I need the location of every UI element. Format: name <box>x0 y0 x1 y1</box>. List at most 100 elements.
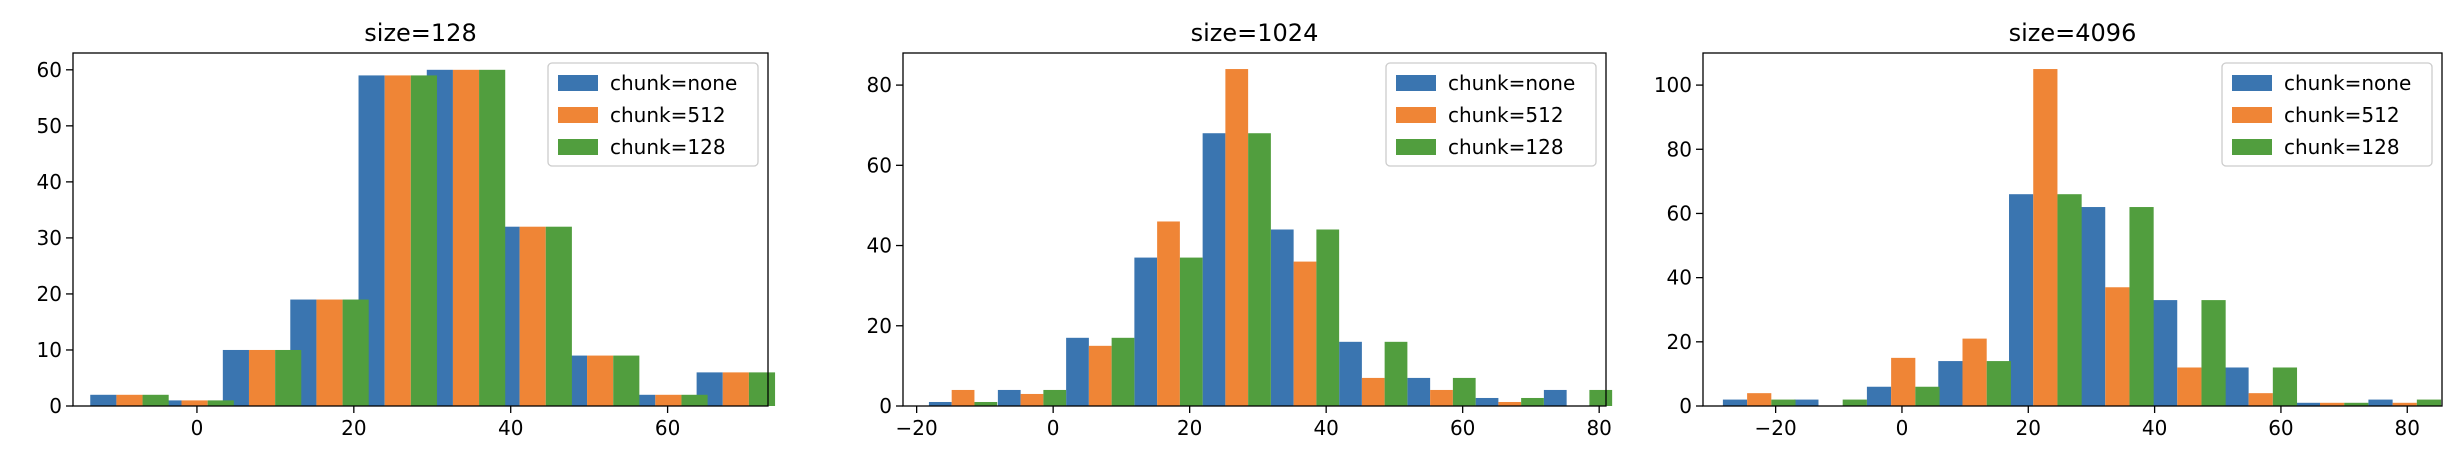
bar <box>1179 257 1203 406</box>
legend-label: chunk=none <box>1448 71 1575 95</box>
bar <box>519 226 546 406</box>
bar <box>655 394 682 406</box>
bar <box>2368 399 2393 406</box>
bar <box>2105 287 2130 406</box>
bar <box>116 394 143 406</box>
x-tick-label: 0 <box>191 416 204 440</box>
bar <box>384 75 411 407</box>
chart-title: size=128 <box>364 19 476 47</box>
y-tick-label: 0 <box>1679 394 1692 418</box>
bar <box>951 389 975 406</box>
y-tick-label: 10 <box>37 338 62 362</box>
bar <box>142 394 169 406</box>
y-tick-label: 20 <box>867 314 892 338</box>
bar <box>1452 377 1476 406</box>
bar <box>545 226 572 406</box>
bar <box>1384 341 1408 406</box>
bar <box>2248 393 2273 406</box>
legend-label: chunk=none <box>610 71 737 95</box>
legend-swatch <box>558 139 598 155</box>
x-tick-label: −20 <box>896 416 938 440</box>
bar <box>1915 386 1940 406</box>
y-tick-label: 0 <box>49 394 62 418</box>
bar <box>1202 133 1226 406</box>
bar <box>629 394 656 406</box>
bar <box>1111 337 1135 406</box>
x-tick-label: 60 <box>2268 416 2293 440</box>
bar <box>1938 361 1963 406</box>
bar <box>248 349 276 406</box>
bar <box>1521 397 1544 406</box>
y-tick-label: 20 <box>1667 330 1692 354</box>
bar <box>1043 389 1067 406</box>
bar <box>1589 389 1613 406</box>
bar <box>2224 367 2249 406</box>
x-tick-label: 20 <box>1177 416 1202 440</box>
bar <box>1962 338 1987 406</box>
bar <box>2319 402 2345 406</box>
y-tick-label: 30 <box>37 226 62 250</box>
bar <box>1842 399 1867 406</box>
legend: chunk=none chunk=512 chunk=128 <box>547 62 759 167</box>
legend-swatch <box>558 75 598 91</box>
x-tick-label: 40 <box>2142 416 2167 440</box>
x-tick-label: 40 <box>1313 416 1338 440</box>
y-tick-label: 0 <box>879 394 892 418</box>
axes-frame <box>902 52 1607 407</box>
x-tick-label: 20 <box>2016 416 2041 440</box>
chart-title: size=1024 <box>1191 19 1319 47</box>
bar <box>2153 300 2178 406</box>
legend: chunk=none chunk=512 chunk=128 <box>1385 62 1597 167</box>
bar <box>1475 397 1499 406</box>
legend-box <box>547 62 759 167</box>
bar <box>1270 229 1294 406</box>
bar <box>410 75 437 407</box>
bar <box>997 389 1021 406</box>
bar <box>1771 399 1796 406</box>
bar <box>2009 194 2034 406</box>
x-tick-label: 80 <box>2395 416 2420 440</box>
y-tick-label: 100 <box>1654 73 1692 97</box>
x-tick-label: 0 <box>1047 416 1060 440</box>
bar <box>2129 207 2154 406</box>
bar <box>974 401 998 406</box>
y-tick-label: 60 <box>37 58 62 82</box>
bar <box>1722 399 1748 406</box>
bar <box>1866 386 1892 406</box>
legend-box <box>1385 62 1597 167</box>
bar <box>1066 337 1089 406</box>
bar <box>1293 261 1317 406</box>
bar <box>681 394 708 406</box>
bar <box>2416 399 2442 406</box>
bar <box>1747 393 1772 406</box>
y-tick-label: 50 <box>37 114 62 138</box>
legend: chunk=none chunk=512 chunk=128 <box>2221 62 2433 167</box>
bar <box>1794 399 1819 406</box>
legend-swatch <box>2232 139 2272 155</box>
y-tick-label: 60 <box>867 153 892 177</box>
bar <box>452 69 480 407</box>
bar <box>1316 229 1340 406</box>
bar <box>748 372 776 406</box>
bar <box>1361 377 1385 406</box>
axes-frame <box>72 52 769 407</box>
legend-label: chunk=128 <box>2284 135 2400 159</box>
bar <box>1498 401 1522 406</box>
bar <box>1986 361 2011 406</box>
x-tick-label: −20 <box>1755 416 1797 440</box>
x-tick-label: 60 <box>1450 416 1475 440</box>
axes-frame <box>1702 52 2443 407</box>
x-tick-label: 40 <box>498 416 523 440</box>
bar <box>1248 133 1271 406</box>
bar <box>2295 402 2320 406</box>
legend-box <box>2221 62 2433 167</box>
bar <box>587 355 614 406</box>
bar <box>207 400 234 406</box>
y-tick-label: 40 <box>1667 266 1692 290</box>
bar <box>342 299 369 406</box>
x-tick-label: 80 <box>1586 416 1611 440</box>
y-tick-label: 80 <box>867 73 892 97</box>
y-tick-label: 60 <box>1667 201 1692 225</box>
